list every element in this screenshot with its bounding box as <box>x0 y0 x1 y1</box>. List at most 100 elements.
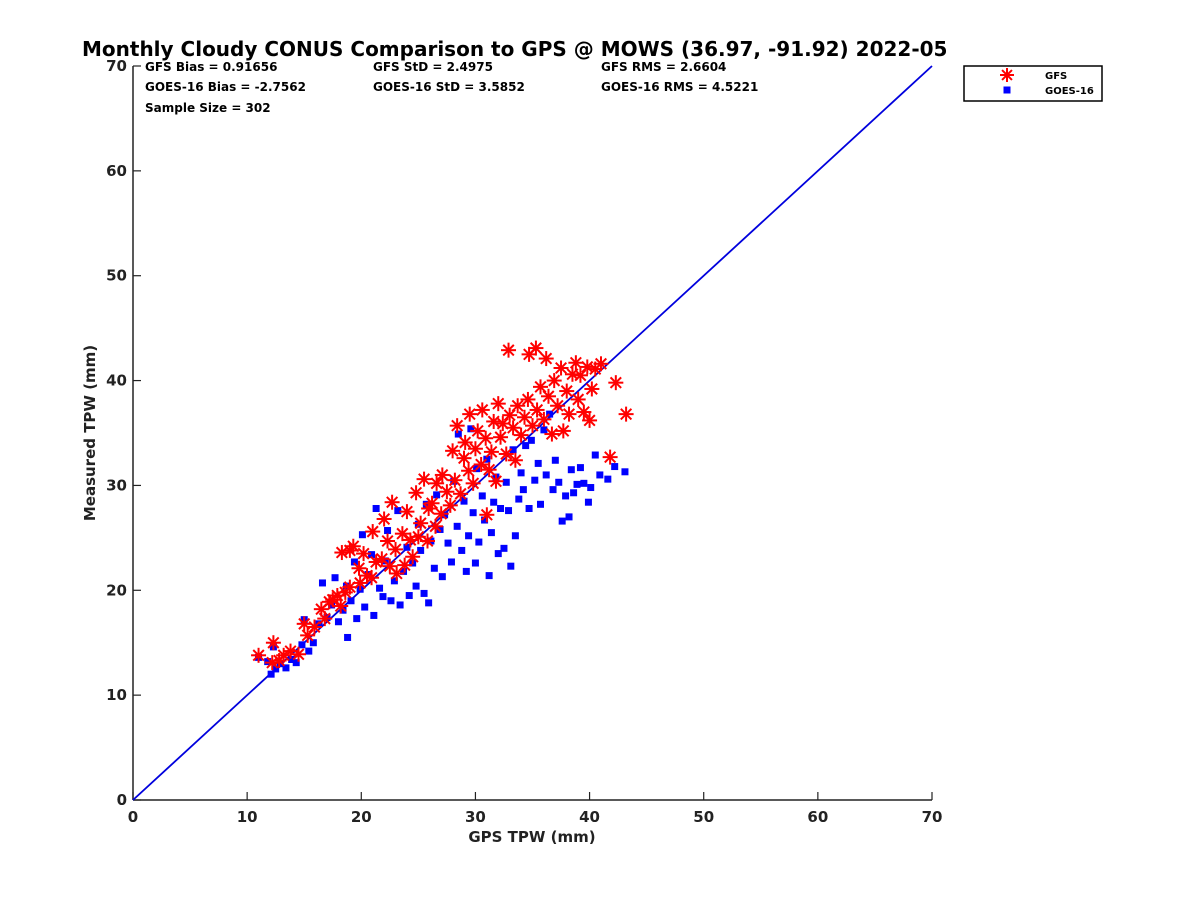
gfs-point <box>488 473 504 489</box>
goes16-point <box>444 539 452 547</box>
goes16-point <box>403 543 411 551</box>
goes16-point <box>318 579 326 587</box>
gfs-point <box>467 441 483 457</box>
goes16-point <box>465 532 473 540</box>
goes16-point <box>334 618 342 626</box>
goes16-point <box>570 489 578 497</box>
y-tick-label: 20 <box>106 581 127 599</box>
gfs-point <box>553 360 569 376</box>
goes16-point <box>425 599 433 607</box>
goes16-point <box>276 660 284 668</box>
gfs-point <box>474 402 490 418</box>
goes16-point <box>587 484 595 492</box>
goes16-point <box>331 574 339 582</box>
goes16-point <box>458 546 466 554</box>
goes16-point <box>584 498 592 506</box>
gfs-point <box>532 379 548 395</box>
goes16-point <box>350 558 358 566</box>
gfs-point <box>461 463 477 479</box>
legend-gfs-marker <box>1000 68 1014 82</box>
gfs-point <box>317 611 333 627</box>
gfs-point <box>251 647 267 663</box>
gfs-point <box>473 456 489 472</box>
goes16-point <box>546 410 554 418</box>
y-tick-label: 60 <box>106 162 127 180</box>
goes16-point <box>542 471 550 479</box>
goes16-point <box>267 670 275 678</box>
gfs-point <box>481 462 497 478</box>
gfs-point <box>544 426 560 442</box>
gfs-point <box>416 471 432 487</box>
goes16-point <box>565 513 573 521</box>
goes16-point <box>562 492 570 500</box>
goes16-point <box>387 597 395 605</box>
goes16-point <box>436 525 444 533</box>
goes16-point <box>536 500 544 508</box>
goes16-point <box>344 633 352 641</box>
goes16-point <box>531 476 539 484</box>
goes16-point <box>417 546 425 554</box>
gfs-point <box>352 575 368 591</box>
legend: GFS GOES-16 <box>963 65 1103 102</box>
gfs-point <box>528 340 544 356</box>
stat-label: GFS StD = 2.4975 <box>373 60 493 74</box>
goes16-point <box>368 551 376 559</box>
x-tick-label: 10 <box>237 808 258 826</box>
gfs-point <box>413 515 429 531</box>
goes16-point <box>525 504 533 512</box>
gfs-point <box>568 355 584 371</box>
y-tick-label: 30 <box>106 476 127 494</box>
stat-label: GFS RMS = 2.6604 <box>601 60 726 74</box>
plot-area <box>132 66 932 801</box>
goes16-point <box>390 577 398 585</box>
gfs-point <box>465 475 481 491</box>
gfs-point <box>447 472 463 488</box>
goes16-point <box>483 455 491 463</box>
goes16-point <box>441 511 449 519</box>
goes16-point <box>487 529 495 537</box>
gfs-point <box>486 413 502 429</box>
goes16-point <box>534 459 542 467</box>
chart-title: Monthly Cloudy CONUS Comparison to GPS @… <box>82 37 947 61</box>
goes16-point <box>567 466 575 474</box>
legend-goes16-marker <box>1003 86 1011 94</box>
gfs-point <box>364 570 380 586</box>
gfs-point <box>445 443 461 459</box>
goes16-point <box>494 550 502 558</box>
goes16-point <box>604 475 612 483</box>
goes16-point <box>315 620 323 628</box>
goes16-point <box>305 647 313 655</box>
goes16-point <box>507 562 515 570</box>
goes16-point <box>462 567 470 575</box>
gfs-point <box>376 511 392 527</box>
goes16-point <box>509 446 517 454</box>
gfs-point <box>462 406 478 422</box>
gfs-point <box>618 406 634 422</box>
y-tick-label: 40 <box>106 372 127 390</box>
gfs-points <box>251 340 634 671</box>
x-tick-label: 40 <box>579 808 600 826</box>
stat-label: Sample Size = 302 <box>145 101 271 115</box>
legend-box <box>963 65 1103 102</box>
gfs-point <box>572 367 588 383</box>
gfs-point <box>520 391 536 407</box>
gfs-point <box>478 430 494 446</box>
gfs-point <box>405 549 421 565</box>
gfs-point <box>582 412 598 428</box>
goes16-point <box>555 478 563 486</box>
goes16-point <box>370 611 378 619</box>
goes16-point <box>580 479 588 487</box>
goes16-points <box>255 410 629 678</box>
y-axis-label: Measured TPW (mm) <box>81 345 99 521</box>
goes16-point <box>264 658 272 666</box>
gfs-point <box>493 429 509 445</box>
goes16-point <box>502 478 510 486</box>
goes16-point <box>460 497 468 505</box>
gfs-point <box>513 427 529 443</box>
gfs-point <box>442 497 458 513</box>
goes16-point <box>372 504 380 512</box>
gfs-point <box>608 375 624 391</box>
goes16-point <box>376 584 384 592</box>
goes16-point <box>292 659 300 667</box>
gfs-point <box>300 627 316 643</box>
